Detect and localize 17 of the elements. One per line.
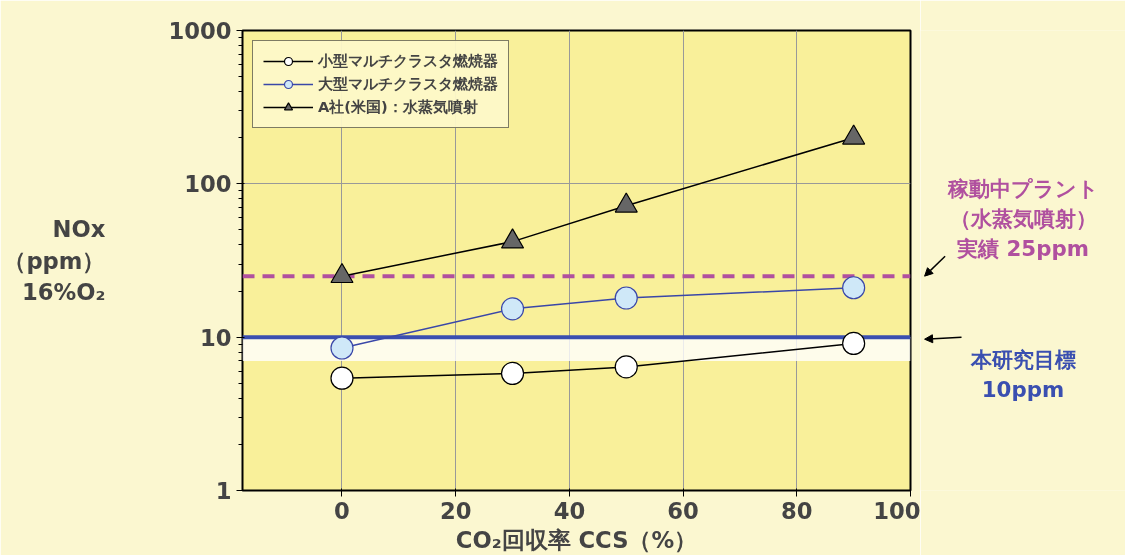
x-tick-label: 0 — [334, 497, 350, 524]
x-axis-title: CO₂回収率 CCS（%） — [455, 526, 698, 553]
ref-line-label: 本研究目標10ppm — [969, 347, 1076, 403]
legend-label: 大型マルチクラスタ燃焼器 — [318, 74, 498, 94]
y-axis-title: NOx （ppm） 16%O₂ — [3, 216, 106, 305]
x-tick-label: 40 — [553, 497, 586, 524]
y-tick-label: 100 — [184, 171, 232, 198]
y-tick-label: 10 — [199, 324, 232, 351]
x-tick-label: 100 — [873, 497, 921, 524]
x-tick-label: 60 — [667, 497, 699, 524]
x-tick-label: 20 — [439, 497, 472, 524]
legend-label: A社(米国)：水蒸気噴射 — [318, 97, 478, 117]
y-tick-label: 1 — [215, 478, 232, 504]
y-tick-label: 1000 — [168, 18, 232, 44]
legend-label: 小型マルチクラスタ燃焼器 — [318, 51, 498, 71]
ref-line-label: 稼動中プラント（水蒸気噴射）実績 25ppm — [946, 176, 1099, 262]
x-tick-label: 80 — [781, 497, 813, 524]
